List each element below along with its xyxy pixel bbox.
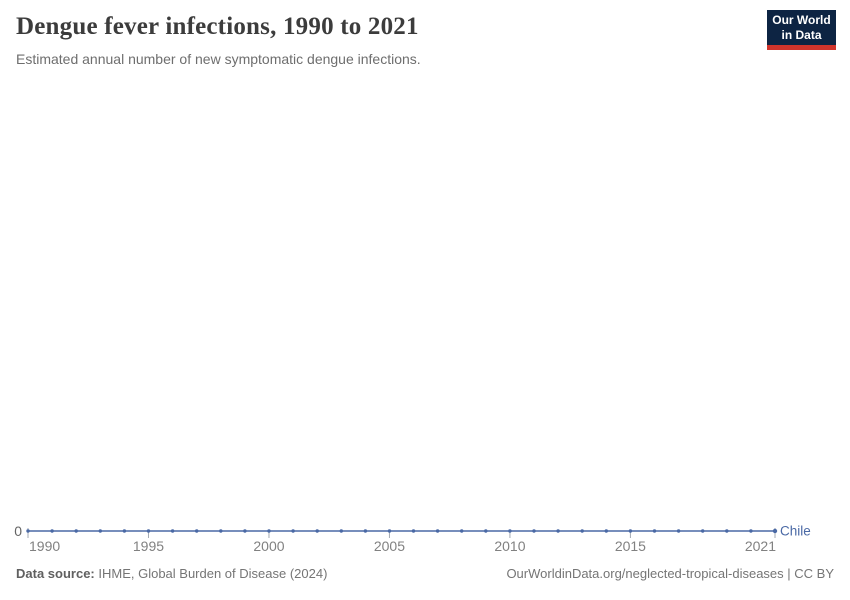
- data-source-label: Data source:: [16, 566, 95, 581]
- data-point: [195, 529, 199, 533]
- data-point: [508, 529, 512, 533]
- data-point: [122, 529, 127, 533]
- data-point: [772, 528, 778, 534]
- data-point: [580, 529, 584, 533]
- line-chart[interactable]: 0 1990 1995 2000 2005 2010 2015 2021 Chile: [0, 80, 850, 560]
- x-axis-tick-label: 2021: [745, 538, 776, 554]
- data-point: [435, 529, 440, 533]
- data-point: [339, 529, 343, 533]
- data-point: [267, 529, 271, 533]
- data-point: [50, 529, 54, 533]
- data-point: [243, 529, 247, 533]
- x-axis-tick-label: 1990: [29, 538, 60, 554]
- data-point: [484, 529, 488, 533]
- data-point: [411, 529, 416, 533]
- data-source: Data source: IHME, Global Burden of Dise…: [16, 566, 327, 581]
- data-point: [26, 529, 30, 533]
- x-axis-tick-label: 2005: [374, 538, 405, 554]
- data-point: [74, 529, 78, 533]
- data-point: [291, 529, 295, 533]
- owid-logo-text-line1: Our World: [772, 13, 831, 28]
- owid-logo[interactable]: Our World in Data: [767, 10, 836, 50]
- entity-label: Chile: [780, 524, 811, 539]
- data-source-value: IHME, Global Burden of Disease (2024): [94, 566, 328, 581]
- data-point: [98, 529, 103, 533]
- chart-subtitle: Estimated annual number of new symptomat…: [16, 51, 421, 67]
- x-axis-tick-label: 2015: [615, 538, 646, 554]
- x-axis-tick-label: 1995: [133, 538, 164, 554]
- data-point: [387, 529, 392, 533]
- y-axis-tick-label: 0: [14, 523, 22, 539]
- data-point: [676, 529, 681, 533]
- x-axis-tick-label: 2000: [253, 538, 284, 554]
- data-point: [315, 529, 319, 533]
- data-point: [725, 529, 729, 533]
- data-point: [556, 529, 560, 533]
- data-point: [701, 529, 705, 533]
- chart-title: Dengue fever infections, 1990 to 2021: [16, 13, 419, 40]
- data-point: [363, 529, 368, 533]
- data-point: [628, 529, 633, 533]
- owid-logo-text-line2: in Data: [781, 27, 822, 42]
- data-point: [652, 529, 657, 533]
- chart-footer: Data source: IHME, Global Burden of Dise…: [16, 566, 834, 581]
- x-axis-tick-label: 2010: [494, 538, 525, 554]
- data-point: [532, 529, 536, 533]
- data-point: [146, 529, 151, 533]
- credit-link[interactable]: OurWorldinData.org/neglected-tropical-di…: [506, 566, 834, 581]
- data-point: [170, 529, 175, 533]
- data-point: [460, 529, 464, 533]
- data-point: [749, 529, 753, 533]
- data-point: [219, 529, 223, 533]
- data-point: [604, 529, 608, 533]
